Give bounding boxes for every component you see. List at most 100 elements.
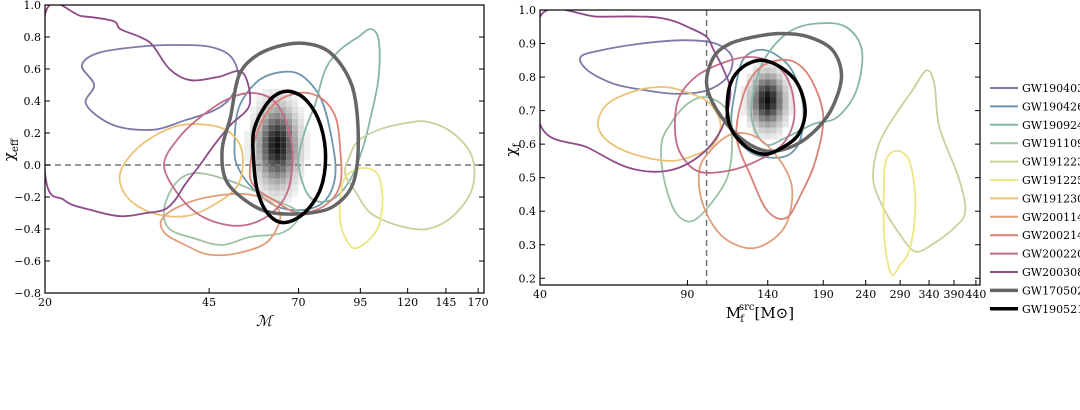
density-cell — [770, 121, 777, 128]
contour-gw190521 — [250, 89, 328, 225]
density-cell — [776, 109, 783, 116]
legend-label-gw190924: GW190924 — [1022, 119, 1080, 132]
density-cell — [274, 178, 281, 185]
density-cell — [268, 184, 275, 191]
density-cell — [286, 172, 293, 179]
density-cell — [280, 118, 287, 125]
left-y-axis-label: χeff — [0, 138, 21, 161]
legend-label-gw200220: GW200220 — [1022, 248, 1080, 261]
contour-gw170502 — [704, 31, 844, 154]
density-cell — [268, 118, 275, 125]
density-cell — [758, 85, 765, 92]
density-cell — [304, 142, 311, 149]
density-cell — [268, 148, 275, 155]
x-tick-label: 95 — [353, 296, 367, 309]
density-cell — [776, 121, 783, 128]
density-cell — [274, 184, 281, 191]
density-cell — [274, 190, 281, 197]
density-cell — [782, 121, 789, 128]
density-cell — [262, 166, 269, 173]
y-tick-label: 0.8 — [24, 31, 42, 44]
density-cell — [746, 97, 753, 104]
density-cell — [292, 160, 299, 167]
density-cell — [758, 115, 765, 122]
density-cell — [292, 172, 299, 179]
density-cell — [776, 91, 783, 98]
legend: GW190403 GW190426 GW190924 GW191109 GW191223… — [990, 82, 1080, 316]
density-cell — [752, 115, 759, 122]
density-cell — [776, 103, 783, 110]
density-cell — [292, 106, 299, 113]
density-cell — [752, 121, 759, 128]
contour-gw191225 — [338, 167, 384, 250]
density-cell — [782, 91, 789, 98]
density-cell — [280, 136, 287, 143]
density-cell — [286, 196, 293, 203]
density-cell — [776, 115, 783, 122]
density-cell — [758, 97, 765, 104]
density-cell — [292, 94, 299, 101]
density-cell — [770, 67, 777, 74]
left-y-label-sub: eff — [10, 138, 21, 152]
contour-gw190924 — [297, 28, 381, 203]
x-tick-label: 170 — [468, 296, 489, 309]
density-cell — [256, 118, 263, 125]
y-tick-label: 0.6 — [519, 138, 537, 151]
contour-gw200214 — [248, 91, 343, 214]
x-tick-label: 340 — [919, 288, 940, 301]
left-y-label-main: χ — [0, 152, 18, 161]
x-tick-label: 40 — [533, 288, 547, 301]
right-x-label-sup: src — [739, 302, 755, 313]
left-contours — [45, 5, 476, 257]
density-cell — [764, 103, 771, 110]
density-cell — [286, 94, 293, 101]
contour-gw191230 — [597, 86, 722, 162]
density-cell — [256, 100, 263, 107]
density-cell — [770, 109, 777, 116]
density-cell — [274, 112, 281, 119]
density-cell — [268, 136, 275, 143]
density-cell — [262, 130, 269, 137]
density-cell — [758, 103, 765, 110]
density-cell — [262, 142, 269, 149]
density-cell — [286, 154, 293, 161]
density-cell — [758, 109, 765, 116]
y-tick-label: 0.9 — [519, 38, 537, 51]
density-cell — [268, 88, 275, 95]
density-cell — [250, 118, 257, 125]
density-cell — [292, 154, 299, 161]
density-cell — [764, 127, 771, 134]
density-cell — [292, 100, 299, 107]
density-cell — [746, 73, 753, 80]
density-cell — [262, 184, 269, 191]
right-contours — [540, 10, 967, 277]
density-cell — [770, 115, 777, 122]
left-x-axis-label: ℳ — [256, 312, 274, 330]
density-cell — [758, 133, 765, 140]
contour-gw200114 — [697, 132, 794, 250]
density-cell — [764, 85, 771, 92]
x-tick-label: 390 — [943, 288, 964, 301]
density-cell — [262, 178, 269, 185]
density-cell — [746, 85, 753, 92]
density-cell — [782, 85, 789, 92]
density-cell — [268, 106, 275, 113]
density-cell — [286, 100, 293, 107]
density-cell — [298, 166, 305, 173]
y-tick-label: 0.6 — [24, 63, 42, 76]
right-plot-frame — [539, 9, 981, 286]
density-cell — [262, 94, 269, 101]
density-cell — [764, 61, 771, 68]
density-cell — [764, 91, 771, 98]
x-tick-label: 140 — [757, 288, 778, 301]
contour-gw200214 — [735, 58, 825, 220]
density-cell — [262, 124, 269, 131]
y-tick-label: −0.4 — [14, 223, 41, 236]
density-cell — [262, 154, 269, 161]
density-cell — [280, 178, 287, 185]
density-cell — [776, 67, 783, 74]
right-y-axis-label: χf — [502, 142, 523, 156]
density-cell — [298, 124, 305, 131]
density-cell — [746, 79, 753, 86]
contour-gw170502 — [220, 41, 361, 216]
